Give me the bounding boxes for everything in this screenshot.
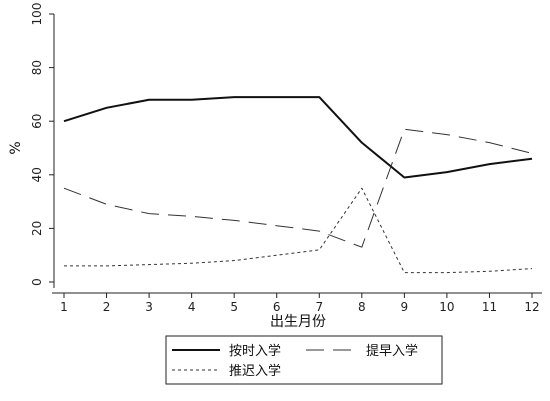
x-tick-label: 6 <box>273 300 281 314</box>
x-tick-label: 3 <box>145 300 153 314</box>
x-tick-label: 1 <box>60 300 68 314</box>
y-axis-label: % <box>8 141 24 154</box>
y-tick-label: 40 <box>30 167 44 182</box>
y-tick-label: 80 <box>30 60 44 75</box>
x-tick-label: 9 <box>401 300 409 314</box>
x-tick-label: 10 <box>439 300 454 314</box>
y-tick-label: 60 <box>30 114 44 129</box>
y-tick-label: 20 <box>30 221 44 236</box>
series-group <box>63 96 533 274</box>
x-tick-label: 7 <box>315 300 323 314</box>
series-line-3 <box>64 187 533 274</box>
legend-label-3: 推迟入学 <box>229 363 281 379</box>
x-tick-label: 2 <box>103 300 111 314</box>
series-line-1 <box>63 96 533 179</box>
x-tick-label: 5 <box>230 300 238 314</box>
x-tick-label: 8 <box>358 300 366 314</box>
x-axis-label: 出生月份 <box>270 314 326 330</box>
x-tick-label: 11 <box>482 300 497 314</box>
y-tick-label: 0 <box>30 278 44 286</box>
series-line-2 <box>63 128 533 248</box>
legend-box <box>165 335 443 385</box>
x-tick-label: 4 <box>188 300 196 314</box>
x-tick-label: 12 <box>524 300 539 314</box>
legend-label-1: 按时入学 <box>229 343 281 359</box>
y-tick-label: 100 <box>30 3 44 26</box>
legend-label-2: 提早入学 <box>366 343 418 359</box>
